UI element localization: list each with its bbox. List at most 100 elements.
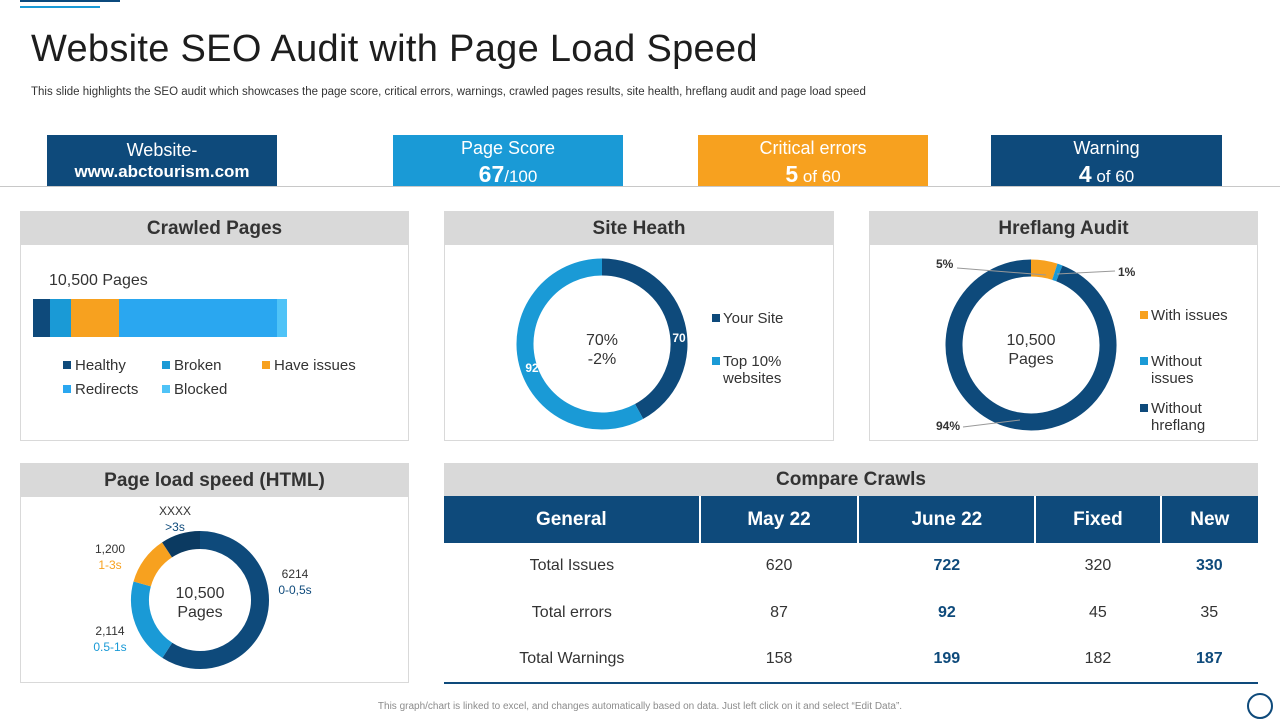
cell-june: 199 bbox=[858, 636, 1036, 684]
cell-june: 722 bbox=[933, 557, 961, 575]
kpi-website-value: www.abctourism.com bbox=[74, 162, 250, 181]
legend-with-issues: With issues bbox=[1151, 307, 1228, 324]
cell-may: 87 bbox=[770, 603, 788, 621]
leader-issues bbox=[956, 267, 1047, 276]
speed-center-2: Pages bbox=[177, 604, 222, 621]
cell-label: Total errors bbox=[531, 603, 612, 621]
legend-your-site: Your Site bbox=[723, 310, 783, 327]
bar-broken bbox=[49, 299, 72, 337]
kpi-critical-errors-suffix: of 60 bbox=[798, 167, 841, 186]
legend-without-hreflang-2: hreflang bbox=[1151, 417, 1205, 434]
speed-label-count-3: 6214 bbox=[282, 567, 309, 581]
table-row: Total Issues 620 722 320 330 bbox=[444, 543, 1258, 590]
speed-center-1: 10,500 bbox=[176, 585, 225, 602]
page-load-speed-chart: 10,500 Pages XXXX >3s 1,200 1-3s 2,114 0… bbox=[93, 504, 312, 669]
legend-item-redirects: Redirects bbox=[63, 381, 138, 398]
cell-fixed: 320 bbox=[1084, 557, 1112, 575]
cell-may: 620 bbox=[765, 557, 793, 575]
cell-may: 158 bbox=[699, 636, 859, 684]
slice-0-0-5s bbox=[162, 531, 269, 669]
hreflang-chart: 10,500 Pages 5% 1% 94% With issues Witho… bbox=[936, 257, 1228, 434]
kpi-critical-errors-value: 5 bbox=[785, 161, 799, 187]
speed-label-range-3: 0-0,5s bbox=[278, 583, 311, 597]
bar-have-issues bbox=[71, 299, 120, 337]
kpi-warning-suffix: of 60 bbox=[1091, 167, 1135, 186]
site-health-chart: 70% -2% 70 92 Your Site Top 10% websites bbox=[516, 258, 783, 430]
hreflang-center-2: Pages bbox=[1008, 351, 1053, 368]
slice-0-5-1s bbox=[131, 581, 173, 658]
legend-without-hreflang-1: Without bbox=[1151, 400, 1203, 417]
cell-new: 35 bbox=[1200, 603, 1219, 621]
slice-with-issues bbox=[1030, 259, 1058, 280]
cell-label: Total Warnings bbox=[444, 636, 700, 684]
cell-label: Total Issues bbox=[529, 557, 615, 575]
slice-without-issues bbox=[1052, 263, 1063, 282]
hreflang-title: Hreflang Audit bbox=[870, 212, 1257, 245]
kpi-website-label: Website- bbox=[126, 140, 198, 160]
hreflang-center-1: 10,500 bbox=[1007, 332, 1056, 349]
legend-top-1: Top 10% bbox=[723, 353, 781, 370]
page-load-speed-panel: Page load speed (HTML) 10,500 Pages XXXX… bbox=[20, 463, 409, 683]
legend-swatch-your-site bbox=[712, 314, 720, 322]
table-row: Total errors 87 92 45 35 bbox=[444, 590, 1258, 637]
slice-gt-3s bbox=[162, 531, 201, 558]
crawled-pages-panel: Crawled Pages 10,500 Pages Healthy Broke… bbox=[20, 211, 409, 441]
bar-blocked bbox=[276, 299, 287, 337]
hreflang-panel: Hreflang Audit 10,500 Pages 5% 1% 94% Wi… bbox=[869, 211, 1258, 441]
speed-label-range-2: 0.5-1s bbox=[93, 640, 126, 654]
kpi-page-score-label: Page Score bbox=[460, 138, 556, 158]
speed-label-count-0: XXXX bbox=[159, 504, 191, 518]
page-title: Website SEO Audit with Page Load Speed bbox=[31, 28, 758, 70]
legend-without-issues-1: Without bbox=[1151, 353, 1203, 370]
page-load-speed-title: Page load speed (HTML) bbox=[21, 464, 408, 497]
compare-crawls-table: General May 22 June 22 Fixed New Total I… bbox=[444, 496, 1258, 684]
speed-label-range-0: >3s bbox=[165, 520, 185, 534]
kpi-page-score-suffix: /100 bbox=[504, 167, 538, 186]
kpi-website: Website- www.abctourism.com bbox=[47, 135, 277, 186]
kpi-warning-label: Warning bbox=[1073, 138, 1140, 158]
speed-label-count-1: 1,200 bbox=[95, 542, 125, 556]
crawled-legend: Healthy Broken Have issues Redirects Blo… bbox=[21, 212, 410, 442]
crawled-stacked-bar bbox=[33, 299, 287, 337]
bar-healthy bbox=[33, 299, 50, 337]
legend-swatch-without-issues bbox=[1140, 357, 1148, 365]
divider-line bbox=[0, 186, 1280, 187]
legend-item-healthy: Healthy bbox=[63, 357, 126, 374]
table-header-row: General May 22 June 22 Fixed New bbox=[444, 496, 1258, 543]
kpi-warning: Warning 4 of 60 bbox=[991, 135, 1222, 187]
top-accent-line bbox=[20, 0, 120, 2]
top-accent-line-2 bbox=[20, 6, 100, 8]
site-health-center-2: -2% bbox=[588, 351, 616, 368]
slice-your-site bbox=[601, 258, 688, 419]
corner-circle-icon bbox=[1247, 693, 1273, 719]
cell-new: 330 bbox=[1195, 557, 1223, 575]
leader-without-hreflang bbox=[962, 419, 1021, 428]
hreflang-pct-without-hreflang: 94% bbox=[936, 419, 960, 433]
col-may-22: May 22 bbox=[698, 496, 859, 543]
kpi-page-score: Page Score 67/100 bbox=[393, 135, 623, 187]
hreflang-pct-issues: 5% bbox=[936, 257, 954, 271]
crawled-pages-title: Crawled Pages bbox=[21, 212, 408, 245]
site-health-label-top: 92 bbox=[525, 361, 539, 375]
col-june-22: June 22 bbox=[857, 496, 1036, 543]
cell-june: 92 bbox=[937, 603, 956, 621]
legend-top-2: websites bbox=[722, 370, 781, 387]
col-fixed: Fixed bbox=[1034, 496, 1161, 543]
cell-new: 187 bbox=[1160, 636, 1258, 684]
site-health-label-your-site: 70 bbox=[672, 331, 686, 345]
hreflang-pct-without-issues: 1% bbox=[1118, 265, 1136, 279]
compare-crawls-title: Compare Crawls bbox=[444, 463, 1258, 496]
speed-label-range-1: 1-3s bbox=[98, 558, 121, 572]
kpi-page-score-value: 67 bbox=[478, 161, 505, 187]
leader-without-issues bbox=[1056, 270, 1116, 275]
footer-note: This graph/chart is linked to excel, and… bbox=[377, 701, 903, 712]
legend-item-broken: Broken bbox=[162, 357, 222, 374]
site-health-title: Site Heath bbox=[445, 212, 833, 245]
legend-swatch-without-hreflang bbox=[1140, 404, 1148, 412]
legend-swatch-top bbox=[712, 357, 720, 365]
speed-label-count-2: 2,114 bbox=[95, 624, 124, 638]
cell-fixed: 45 bbox=[1089, 603, 1107, 621]
legend-item-blocked: Blocked bbox=[162, 381, 227, 398]
slice-1-3s bbox=[133, 542, 173, 587]
cell-fixed: 182 bbox=[1035, 636, 1161, 684]
